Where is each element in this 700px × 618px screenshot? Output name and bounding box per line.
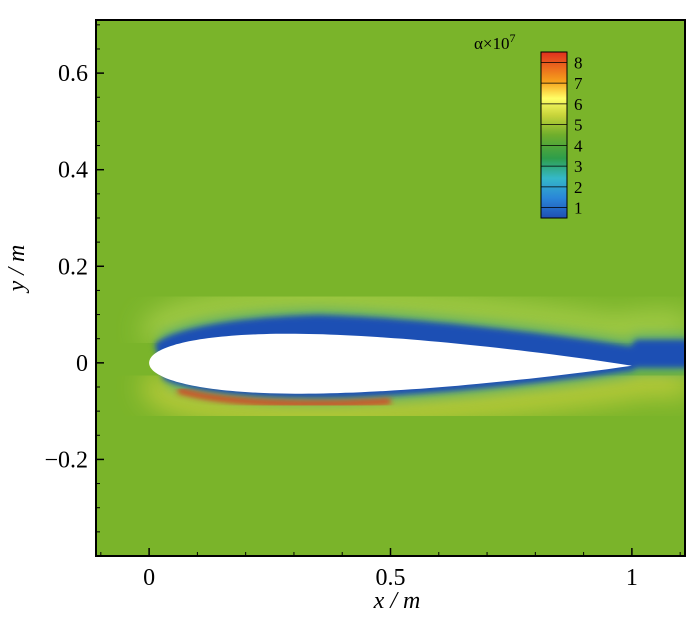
x-axis-label: x / m (373, 588, 421, 614)
y-tick-label: 0 (76, 351, 88, 377)
x-axis: 0 0.5 1 (100, 548, 681, 591)
lower-high-alpha-band (177, 387, 391, 407)
colorbar-legend: α×107 1 2 3 45 6 7 8 (474, 31, 583, 219)
y-tick-label: 0.6 (58, 61, 88, 87)
colorbar-ticks: 1 2 3 45 6 7 8 (541, 53, 583, 218)
x-tick-label: 0.5 (376, 565, 406, 591)
y-axis: −0.2 0 0.2 0.4 0.6 (44, 24, 104, 557)
x-tick-label: 1 (626, 565, 638, 591)
lower-halo (141, 372, 685, 423)
colorbar-label: 3 (574, 157, 583, 176)
background-field (96, 20, 685, 556)
y-axis-label: y / m (4, 245, 30, 294)
colorbar (540, 51, 568, 219)
upper-halo (140, 289, 685, 346)
legend-title: α×107 (474, 31, 516, 53)
colorbar-label: 4 (574, 136, 583, 155)
x-tick-label: 0 (143, 565, 155, 591)
colorbar-label: 8 (574, 53, 583, 72)
colorbar-label: 7 (574, 74, 583, 93)
colorbar-label: 6 (574, 95, 583, 114)
y-tick-label: 0.4 (58, 158, 88, 184)
colorbar-label: 2 (574, 178, 583, 197)
colorbar-label: 1 (574, 199, 583, 218)
airfoil-body (149, 333, 632, 394)
colorbar-label: 5 (574, 116, 583, 135)
y-tick-label: 0.2 (58, 254, 88, 280)
y-tick-label: −0.2 (44, 447, 88, 473)
field-layer (96, 20, 685, 556)
